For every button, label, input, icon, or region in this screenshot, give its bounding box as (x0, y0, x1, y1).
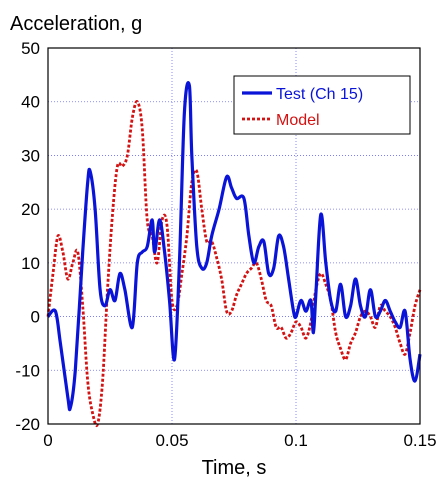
y-tick-label: -20 (15, 415, 40, 434)
x-tick-label: 0 (43, 431, 52, 450)
series-layer (46, 81, 422, 428)
y-axis-title: Acceleration, g (10, 13, 142, 35)
x-tick-label: 0.15 (403, 431, 436, 450)
y-tick-label: -10 (15, 361, 40, 380)
series-line-model (46, 100, 422, 428)
y-tick-label: 40 (21, 93, 40, 112)
y-tick-label: 30 (21, 146, 40, 165)
y-tick-label: 50 (21, 39, 40, 58)
plot-frame (47, 47, 421, 425)
legend-box (233, 75, 411, 135)
y-tick-label: 0 (31, 308, 40, 327)
series-line-test (46, 81, 422, 412)
x-tick-labels: 0 0.05 0.1 0.15 (43, 431, 436, 450)
y-tick-labels: -20 -10 0 10 20 30 40 50 (15, 39, 40, 434)
x-tick-label: 0.05 (155, 431, 188, 450)
y-tick-label: 10 (21, 254, 40, 273)
x-tick-label: 0.1 (284, 431, 308, 450)
y-tick-label: 20 (21, 200, 40, 219)
legend-label-model: Model (276, 112, 320, 129)
x-axis-title: Time, s (202, 457, 267, 479)
legend-label-test: Test (Ch 15) (276, 86, 363, 103)
legend: Test (Ch 15) Model (233, 75, 411, 135)
